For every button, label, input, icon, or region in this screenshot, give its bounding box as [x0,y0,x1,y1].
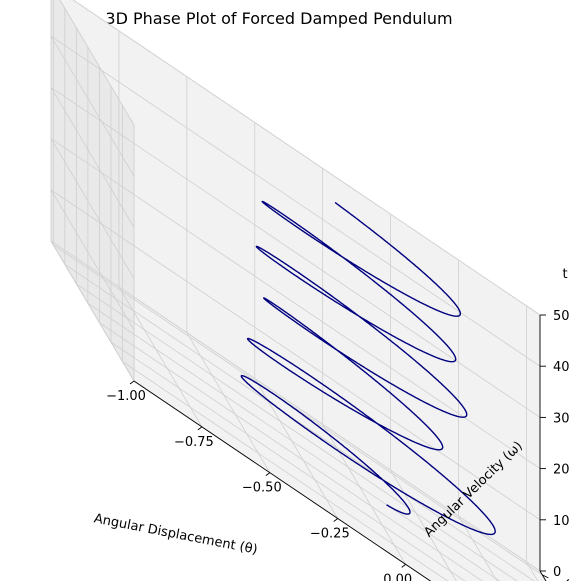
grid-line [50,240,541,572]
chart-title: 3D Phase Plot of Forced Damped Pendulum [105,9,452,28]
grid-line [110,341,466,581]
x-tick-label: −0.25 [310,527,350,542]
grid-line [50,240,135,382]
x-axis-ticks: −1.00−0.75−0.50−0.250.000.250.500.75 [106,380,412,581]
grid-line [87,302,501,581]
x-axis-line [133,380,432,581]
x-tick [129,380,135,385]
grid-line [122,361,449,581]
z-tick-label: 40 [553,360,569,375]
x-tick-label: −0.50 [242,481,282,496]
grid-line [76,283,518,581]
grid-line [50,189,135,331]
x-tick [401,563,406,568]
x-axis-label: Angular Displacement (θ) [93,511,259,557]
grid-lines [50,0,543,581]
grid-line [72,0,541,316]
grid-line [53,244,543,576]
axis-panes [50,0,547,581]
grid-line [50,87,541,418]
x-tick [333,518,339,522]
grid-line [50,138,135,279]
x-tick-label: −1.00 [106,389,146,404]
x-tick-label: 0.00 [383,572,412,581]
z-tick-label: 20 [553,463,569,478]
axis-lines [133,315,547,581]
z-tick-label: 50 [553,309,569,324]
phase-curve [240,200,496,536]
y-tick-label: −0.75 [554,578,569,581]
y-axis-ticks: −0.75−0.50−0.250.000.250.500.751.00 [542,574,569,581]
z-tick-label: 0 [553,565,561,580]
grid-line [50,87,135,228]
grid-line [50,35,541,367]
z-tick-label: 10 [553,514,569,529]
grid-line [59,0,135,126]
z-tick-label: 30 [553,411,569,426]
x-tick [197,426,203,431]
grid-line [50,35,135,177]
grid-line [99,322,483,581]
grid-line [50,138,541,469]
series-line-0 [240,200,496,536]
z-axis-ticks: 0 10 20 30 40 50 [540,309,569,580]
grid-line [64,264,535,581]
x-tick [265,472,271,477]
y-tick [542,574,549,579]
z-axis-label: t [562,267,567,282]
x-tick-label: −0.75 [174,435,214,450]
grid-line [50,189,541,521]
